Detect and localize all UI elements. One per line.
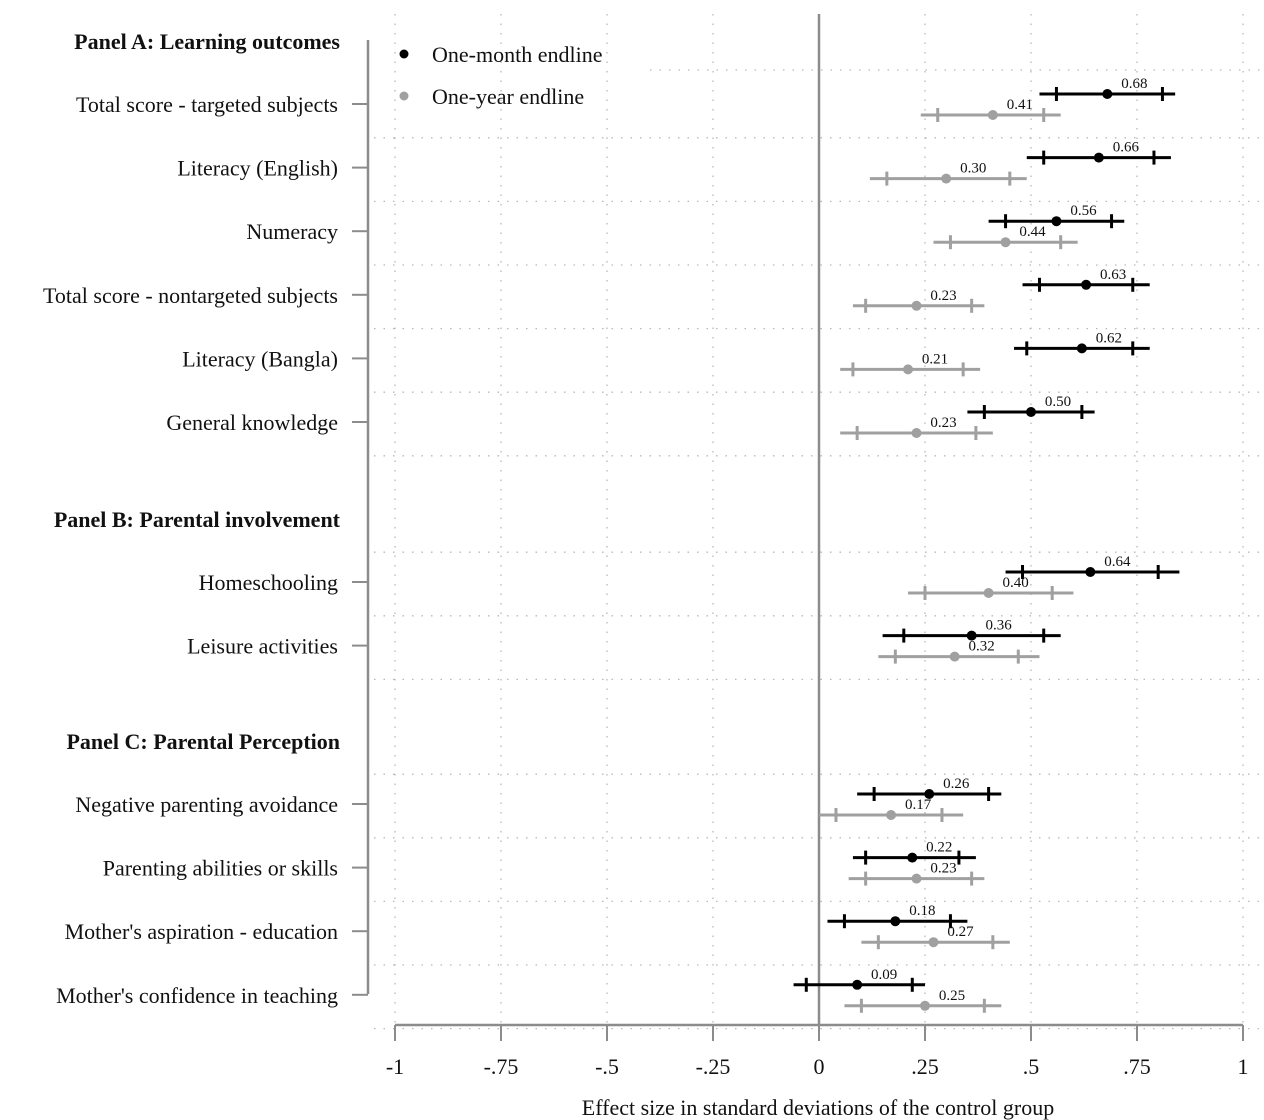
point-estimate-month [907,852,918,863]
x-tick-label: 1 [1238,1054,1249,1079]
legend-marker-one-year [399,91,409,101]
outcome-label: Total score - nontargeted subjects [43,283,338,308]
outcome-label: Homeschooling [199,570,338,595]
outcome-label: Literacy (Bangla) [182,346,338,371]
x-tick-label: .25 [911,1054,939,1079]
value-label-month: 0.18 [909,903,935,919]
value-label-year: 0.23 [930,415,956,431]
point-estimate-year [920,1000,930,1011]
outcome-labels: Total score - targeted subjects Literacy … [43,92,338,1008]
legend-label-one-month: One-month endline [432,42,602,67]
value-label-month: 0.66 [1113,140,1140,156]
x-tick-label: .5 [1023,1054,1040,1079]
panel-title: Panel A: Learning outcomes [74,29,340,54]
value-label-year: 0.41 [1007,97,1033,113]
value-label-month: 0.36 [986,618,1013,634]
legend-marker-one-month [399,49,409,59]
point-estimate-month [924,789,935,799]
point-estimate-month [1085,567,1096,577]
outcome-label: Literacy (English) [177,156,338,181]
x-tick-label: -.5 [595,1054,619,1079]
value-label-month: 0.63 [1100,267,1126,283]
point-estimate-month [1076,343,1087,354]
value-label-year: 0.27 [947,924,974,940]
value-label-year: 0.25 [939,988,965,1004]
estimates: 0.68 0.41 0.66 0.30 0.56 0.44 0.63 0.23 0.62 0.21… [793,76,1180,1013]
point-estimate-year [987,110,998,120]
value-label-year: 0.44 [1019,224,1046,240]
point-estimate-year [911,873,922,884]
value-label-month: 0.26 [943,776,970,792]
x-tick-label: -.25 [696,1054,731,1079]
x-tick-label: -.75 [484,1054,519,1079]
value-label-month: 0.64 [1104,554,1131,570]
panel-title: Panel B: Parental involvement [54,507,341,532]
point-estimate-year [886,810,897,820]
value-label-year: 0.23 [930,861,956,877]
axes: -1 -.75 -.5 -.25 0.25.5.75 1 [352,14,1249,1079]
point-estimate-month [852,979,863,990]
point-estimate-year [928,937,939,948]
point-estimate-month [890,916,901,927]
value-label-year: 0.32 [969,639,995,655]
value-label-month: 0.50 [1045,394,1071,410]
legend: One-month endline One-year endline [399,42,602,109]
outcome-label: Total score - targeted subjects [76,92,338,117]
outcome-label: Numeracy [246,219,338,244]
value-label-month: 0.22 [926,840,952,856]
point-estimate-year [903,364,914,375]
value-label-month: 0.68 [1121,76,1147,92]
x-tick-label: -1 [386,1054,404,1079]
value-label-month: 0.56 [1070,203,1097,219]
point-estimate-month [1026,407,1036,417]
point-estimate-year [941,173,952,184]
value-label-year: 0.40 [1002,575,1028,591]
point-estimate-month [1081,279,1092,290]
x-tick-label: .75 [1123,1054,1151,1079]
value-label-month: 0.62 [1096,330,1122,346]
outcome-label: Mother's confidence in teaching [56,983,338,1008]
value-label-year: 0.17 [905,797,932,813]
legend-label-one-year: One-year endline [432,84,584,109]
point-estimate-year [911,428,922,438]
point-estimate-month [1051,216,1062,227]
outcome-label: Leisure activities [187,634,338,659]
point-estimate-year [949,651,960,662]
point-estimate-year [1000,237,1011,248]
value-label-month: 0.09 [871,967,897,983]
outcome-label: Negative parenting avoidance [75,792,338,817]
point-estimate-year [983,588,994,598]
point-estimate-month [1093,152,1104,163]
x-tick-label: 0 [814,1054,825,1079]
panel-titles: Panel A: Learning outcomes Panel B: Paren… [54,29,341,754]
outcome-label: Mother's aspiration - education [65,919,338,944]
point-estimate-year [911,300,922,311]
panel-title: Panel C: Parental Perception [66,729,340,754]
outcome-label: General knowledge [166,410,338,435]
point-estimate-month [1102,89,1113,99]
value-label-year: 0.30 [960,161,986,177]
outcome-label: Parenting abilities or skills [103,856,338,881]
value-label-year: 0.21 [922,351,948,367]
point-estimate-month [966,630,977,641]
x-axis-title: Effect size in standard deviations of th… [582,1095,1054,1120]
value-label-year: 0.23 [930,288,956,304]
